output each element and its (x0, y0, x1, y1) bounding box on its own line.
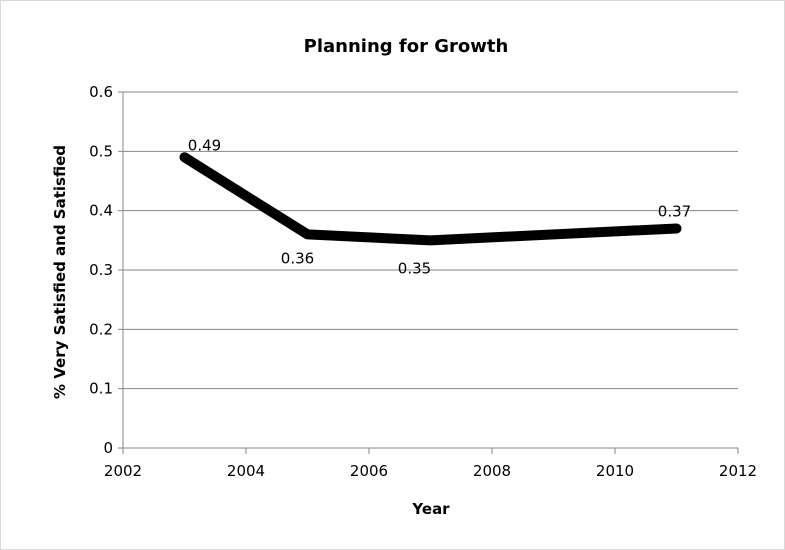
data-label: 0.49 (188, 136, 221, 154)
x-tick-label: 2002 (104, 462, 142, 480)
y-tick-label: 0.5 (89, 142, 113, 160)
data-label: 0.35 (398, 259, 431, 277)
x-tick-label: 2008 (473, 462, 511, 480)
x-tick-label: 2006 (350, 462, 388, 480)
chart-title: Planning for Growth (304, 36, 509, 57)
y-tick-label: 0.4 (89, 202, 113, 220)
data-labels: 0.49 0.36 0.35 0.37 (188, 136, 691, 277)
axes: 0 0.1 0.2 0.3 0.4 0.5 0.6 2002 2004 2006 2008 2010 2… (89, 83, 757, 480)
y-tick-label: 0.6 (89, 83, 113, 101)
data-label: 0.36 (281, 249, 314, 267)
series-line (179, 152, 682, 246)
y-tick-label: 0.2 (89, 320, 113, 338)
x-tick-label: 2004 (227, 462, 265, 480)
y-tick-label: 0.3 (89, 261, 113, 279)
series-layer (179, 152, 682, 246)
gridlines (123, 91, 738, 390)
y-axis-title: % Very Satisfied and Satisfied (51, 145, 69, 399)
x-tick-label: 2010 (596, 462, 634, 480)
data-label: 0.37 (658, 202, 691, 220)
x-axis-title: Year (411, 500, 450, 518)
y-tick-label: 0.1 (89, 380, 113, 398)
y-tick-label: 0 (103, 439, 113, 457)
x-tick-label: 2012 (719, 462, 757, 480)
